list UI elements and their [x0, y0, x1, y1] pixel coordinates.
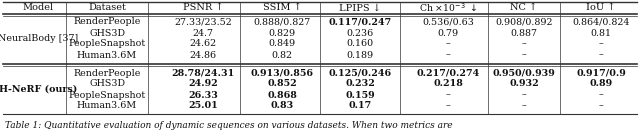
Text: 24.86: 24.86: [189, 51, 216, 60]
Text: 0.83: 0.83: [270, 102, 294, 110]
Text: –: –: [445, 102, 451, 110]
Text: –: –: [445, 39, 451, 48]
Text: 0.888/0.827: 0.888/0.827: [253, 18, 310, 26]
Text: 24.62: 24.62: [189, 39, 216, 48]
Text: 0.852: 0.852: [267, 80, 297, 88]
Text: 0.117/0.247: 0.117/0.247: [328, 18, 392, 26]
Text: –: –: [598, 39, 604, 48]
Text: 0.17: 0.17: [348, 102, 372, 110]
Text: 0.829: 0.829: [268, 29, 296, 38]
Text: Ch $\times$10$^{-3}$ $\downarrow$: Ch $\times$10$^{-3}$ $\downarrow$: [419, 2, 477, 14]
Text: 27.33/23.52: 27.33/23.52: [174, 18, 232, 26]
Text: Table 1: Quantitative evaluation of dynamic sequences on various datasets. When : Table 1: Quantitative evaluation of dyna…: [5, 122, 452, 130]
Text: 0.913/0.856: 0.913/0.856: [250, 68, 314, 78]
Text: –: –: [522, 90, 526, 100]
Text: 0.932: 0.932: [509, 80, 539, 88]
Text: 0.950/0.939: 0.950/0.939: [493, 68, 556, 78]
Text: RenderPeople: RenderPeople: [74, 18, 141, 26]
Text: 0.79: 0.79: [437, 29, 459, 38]
Text: Model: Model: [22, 4, 54, 12]
Text: 0.160: 0.160: [346, 39, 374, 48]
Text: 0.218: 0.218: [433, 80, 463, 88]
Text: –: –: [598, 102, 604, 110]
Text: 0.917/0.9: 0.917/0.9: [576, 68, 626, 78]
Text: Human3.6M: Human3.6M: [77, 51, 137, 60]
Text: Dataset: Dataset: [88, 4, 126, 12]
Text: NeuralBody [37]: NeuralBody [37]: [0, 34, 78, 43]
Text: 0.125/0.246: 0.125/0.246: [328, 68, 392, 78]
Text: 0.908/0.892: 0.908/0.892: [495, 18, 553, 26]
Text: –: –: [522, 102, 526, 110]
Text: RenderPeople: RenderPeople: [74, 68, 141, 78]
Text: 0.189: 0.189: [346, 51, 374, 60]
Text: 0.868: 0.868: [267, 90, 297, 100]
Text: 0.236: 0.236: [346, 29, 374, 38]
Text: 0.887: 0.887: [511, 29, 538, 38]
Text: –: –: [598, 51, 604, 60]
Text: PSNR ↑: PSNR ↑: [183, 4, 223, 12]
Text: GHS3D: GHS3D: [89, 80, 125, 88]
Text: Human3.6M: Human3.6M: [77, 102, 137, 110]
Text: 0.89: 0.89: [589, 80, 612, 88]
Text: 28.78/24.31: 28.78/24.31: [172, 68, 235, 78]
Text: 24.7: 24.7: [193, 29, 214, 38]
Text: PeopleSnapshot: PeopleSnapshot: [68, 39, 145, 48]
Text: –: –: [522, 39, 526, 48]
Text: NC ↑: NC ↑: [511, 4, 538, 12]
Text: 0.232: 0.232: [345, 80, 375, 88]
Text: IoU ↑: IoU ↑: [586, 4, 616, 12]
Text: 0.536/0.63: 0.536/0.63: [422, 18, 474, 26]
Text: PeopleSnapshot: PeopleSnapshot: [68, 90, 145, 100]
Text: 0.864/0.824: 0.864/0.824: [572, 18, 630, 26]
Text: –: –: [445, 51, 451, 60]
Text: –: –: [445, 90, 451, 100]
Text: 0.81: 0.81: [591, 29, 611, 38]
Text: GHS3D: GHS3D: [89, 29, 125, 38]
Text: LPIPS ↓: LPIPS ↓: [339, 4, 381, 12]
Text: 0.159: 0.159: [345, 90, 375, 100]
Text: H-NeRF (ours): H-NeRF (ours): [0, 85, 77, 94]
Text: 0.849: 0.849: [268, 39, 296, 48]
Text: 24.92: 24.92: [188, 80, 218, 88]
Text: 0.82: 0.82: [271, 51, 292, 60]
Text: SSIM ↑: SSIM ↑: [262, 4, 301, 12]
Text: –: –: [522, 51, 526, 60]
Text: –: –: [598, 90, 604, 100]
Text: 0.217/0.274: 0.217/0.274: [417, 68, 479, 78]
Text: 25.01: 25.01: [188, 102, 218, 110]
Text: 26.33: 26.33: [188, 90, 218, 100]
